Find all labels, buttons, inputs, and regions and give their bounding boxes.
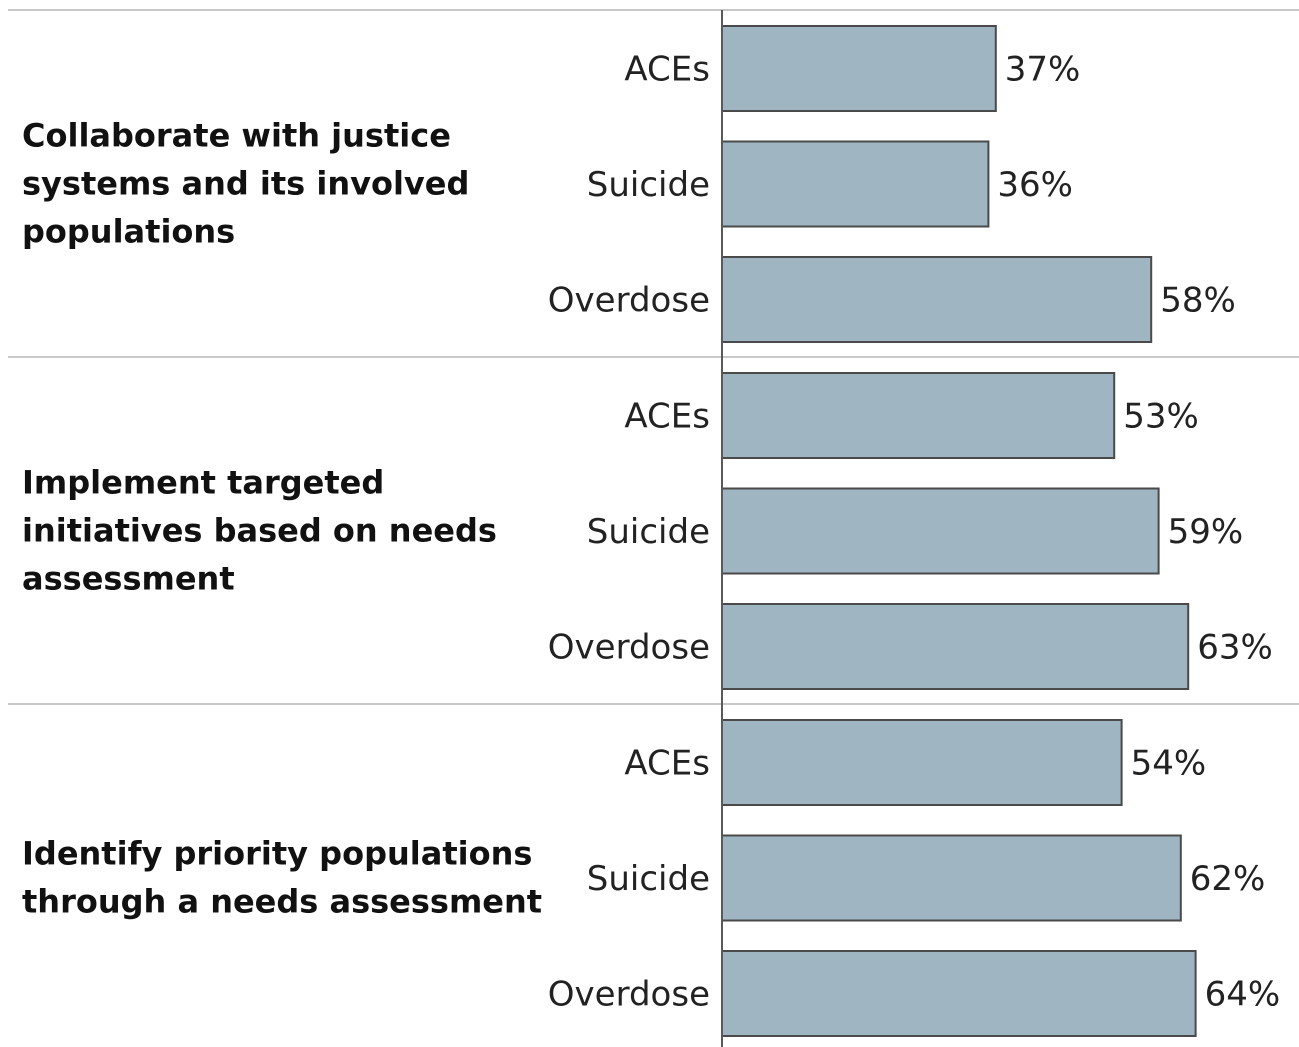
bar: [721, 603, 1190, 690]
group-label-line: initiatives based on needs: [22, 512, 497, 550]
value-label: 36%: [997, 165, 1073, 205]
category-label: ACEs: [624, 744, 710, 784]
bar: [721, 140, 990, 228]
group-separators: [8, 9, 1299, 705]
category-label: Overdose: [548, 975, 710, 1015]
group-label-line: populations: [22, 213, 235, 251]
group-label: Identify priority populations through a n…: [22, 835, 542, 921]
group-label-line: systems and its involved: [22, 165, 469, 203]
bar: [721, 719, 1123, 806]
value-labels: 37% 36% 58% 53% 59% 63% 54% 62% 64%: [997, 50, 1280, 1015]
value-label: 62%: [1190, 859, 1266, 899]
value-label: 37%: [1005, 50, 1081, 90]
group-label-line: Collaborate with justice: [22, 117, 451, 155]
bar: [721, 950, 1197, 1037]
bar: [721, 487, 1160, 575]
bar: [721, 256, 1153, 343]
bar: [721, 834, 1182, 922]
value-label: 58%: [1160, 281, 1236, 321]
category-label: Suicide: [587, 165, 710, 205]
category-labels: ACEs Suicide Overdose ACEs Suicide Overdose AC…: [548, 50, 710, 1015]
group-label-line: through a needs assessment: [22, 883, 542, 921]
group-labels: Collaborate with justice systems and its …: [22, 117, 542, 921]
bars: [721, 25, 1197, 1037]
group-label-line: assessment: [22, 560, 235, 598]
category-label: Suicide: [587, 512, 710, 552]
bar: [721, 25, 997, 112]
group-label-line: Identify priority populations: [22, 835, 532, 873]
value-label: 59%: [1168, 512, 1244, 552]
value-label: 63%: [1197, 628, 1273, 668]
category-label: ACEs: [624, 50, 710, 90]
bar: [721, 372, 1116, 459]
category-label: Suicide: [587, 859, 710, 899]
value-label: 54%: [1131, 744, 1207, 784]
value-label: 64%: [1205, 975, 1281, 1015]
group-label: Implement targeted initiatives based on n…: [22, 464, 497, 598]
category-label: ACEs: [624, 397, 710, 437]
group-label-line: Implement targeted: [22, 464, 384, 502]
category-label: Overdose: [548, 281, 710, 321]
value-label: 53%: [1123, 397, 1199, 437]
category-label: Overdose: [548, 628, 710, 668]
group-label: Collaborate with justice systems and its …: [22, 117, 469, 251]
